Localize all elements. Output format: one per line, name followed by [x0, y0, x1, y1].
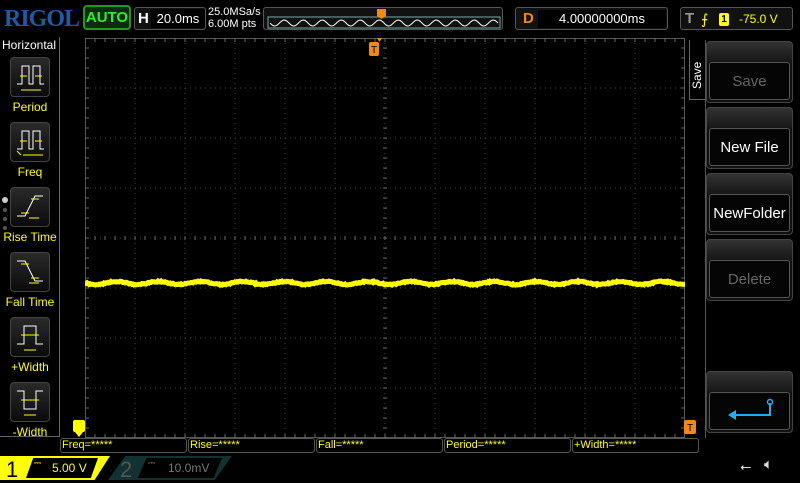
- timebase-value: 20.0ms: [151, 9, 205, 28]
- acquisition-info: 25.0MSa/s 6.00M pts: [208, 6, 261, 30]
- horizontal-measure-sidebar: Horizontal Period Freq Rise Time Fall Ti…: [0, 37, 60, 437]
- new-folder-button[interactable]: NewFolder: [706, 173, 793, 235]
- negative-width-icon: [10, 382, 50, 422]
- measurement-rise[interactable]: Rise=*****: [188, 438, 315, 453]
- svg-text:T: T: [371, 45, 377, 56]
- save-button[interactable]: Save: [706, 41, 793, 103]
- rigol-logo: RIGOL: [4, 6, 79, 33]
- trigger-level: -75.0 V: [739, 12, 778, 26]
- trigger-source-icon: 1: [719, 13, 729, 26]
- channel2-scale-button[interactable]: 2 ⎓ 10.0mV: [108, 456, 232, 480]
- trigger-label: T: [685, 10, 694, 27]
- memory-depth: 6.00M pts: [208, 18, 261, 30]
- speaker-muted-icon[interactable]: 🔈︎: [764, 456, 773, 473]
- rising-edge-icon: ⨍: [701, 11, 708, 28]
- trigger-position-marker-top[interactable]: T: [368, 38, 382, 63]
- measurement-positive-width[interactable]: +Width=*****: [572, 438, 699, 453]
- rise-time-icon: [10, 187, 50, 227]
- measure-positive-width[interactable]: +Width: [0, 317, 60, 374]
- frequency-icon: [10, 122, 50, 162]
- sample-rate: 25.0MSa/s: [208, 6, 261, 18]
- sidebar-title: Horizontal: [2, 38, 56, 52]
- measure-freq[interactable]: Freq: [0, 122, 60, 179]
- delete-button[interactable]: Delete: [706, 239, 793, 301]
- measurement-fall[interactable]: Fall=*****: [316, 438, 443, 453]
- delay-value: 4.00000000ms: [538, 10, 666, 28]
- channel1-scale-button[interactable]: 1 ⎓ 5.00 V: [0, 456, 110, 480]
- new-file-button[interactable]: New File: [706, 107, 793, 169]
- timebase-label: H: [138, 10, 149, 27]
- memory-waveform: [264, 8, 504, 31]
- channel1-trace: [85, 281, 685, 285]
- usb-icon: ⭠: [740, 458, 751, 475]
- run-status-button[interactable]: AUTO: [83, 5, 131, 30]
- fall-time-icon: [10, 252, 50, 292]
- memory-overview[interactable]: [263, 7, 503, 30]
- measure-negative-width[interactable]: -Width: [0, 382, 60, 439]
- positive-width-icon: [10, 317, 50, 357]
- delay-label: D: [523, 10, 534, 27]
- dc-coupling-icon: ⎓: [34, 458, 41, 469]
- dc-coupling-icon: ⎓: [148, 458, 155, 469]
- waveform-grid[interactable]: [85, 38, 685, 438]
- measure-fall-time[interactable]: Fall Time: [0, 252, 60, 309]
- measurement-freq[interactable]: Freq=*****: [60, 438, 187, 453]
- menu-title-tab: Save: [689, 40, 705, 100]
- measurement-period[interactable]: Period=*****: [444, 438, 571, 453]
- trigger-box[interactable]: T ⨍ 1 -75.0 V: [680, 7, 793, 30]
- page-indicator: [2, 197, 8, 238]
- measure-rise-time[interactable]: Rise Time: [0, 187, 60, 244]
- timebase-box[interactable]: H 20.0ms: [134, 7, 206, 30]
- delay-box[interactable]: D 4.00000000ms: [515, 7, 668, 30]
- return-arrow-icon: [709, 392, 790, 430]
- measure-period[interactable]: Period: [0, 57, 60, 114]
- period-icon: [10, 57, 50, 97]
- svg-text:T: T: [687, 423, 693, 434]
- back-button[interactable]: [706, 371, 793, 433]
